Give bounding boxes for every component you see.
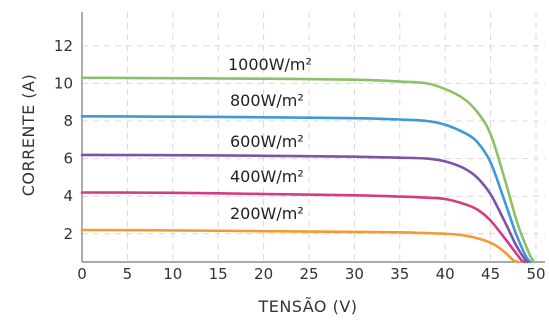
- y-axis-label: CORRENTE (A): [19, 74, 38, 196]
- x-tick-label: 50: [526, 265, 545, 283]
- grid: [82, 12, 545, 262]
- y-tick-label: 2: [63, 225, 73, 243]
- series-line-1: [80, 76, 536, 264]
- x-tick-label: 30: [345, 265, 364, 283]
- series-label-2: 800W/m²: [230, 91, 304, 110]
- series-line-3: [80, 153, 530, 264]
- x-tick-label: 10: [163, 265, 182, 283]
- x-tick-labels: 0 5 10 15 20 25 30 35 40 45 50: [77, 265, 545, 283]
- axes: [81, 12, 545, 263]
- series-lines: [80, 76, 536, 264]
- series-line-4: [80, 191, 527, 264]
- series-label-5: 200W/m²: [230, 204, 304, 223]
- x-tick-label: 5: [123, 265, 133, 283]
- x-tick-label: 40: [436, 265, 455, 283]
- x-tick-label: 0: [77, 265, 87, 283]
- x-tick-label: 20: [254, 265, 273, 283]
- x-tick-label: 25: [299, 265, 318, 283]
- x-tick-label: 45: [481, 265, 500, 283]
- x-tick-label: 15: [209, 265, 228, 283]
- x-tick-label: 35: [390, 265, 409, 283]
- y-tick-label: 6: [63, 150, 73, 168]
- x-axis-label: TENSÃO (V): [257, 297, 357, 316]
- series-line-2: [80, 115, 532, 264]
- series-label-4: 400W/m²: [230, 167, 304, 186]
- series-line-5: [80, 228, 520, 264]
- series-label-1: 1000W/m²: [228, 55, 312, 74]
- y-tick-label: 4: [63, 187, 73, 205]
- series-labels: 1000W/m² 800W/m² 600W/m² 400W/m² 200W/m²: [228, 55, 312, 223]
- y-tick-label: 10: [54, 74, 73, 92]
- y-tick-label: 8: [63, 112, 73, 130]
- y-tick-labels: 2 4 6 8 10 12: [54, 37, 73, 243]
- y-tick-label: 12: [54, 37, 73, 55]
- series-label-3: 600W/m²: [230, 132, 304, 151]
